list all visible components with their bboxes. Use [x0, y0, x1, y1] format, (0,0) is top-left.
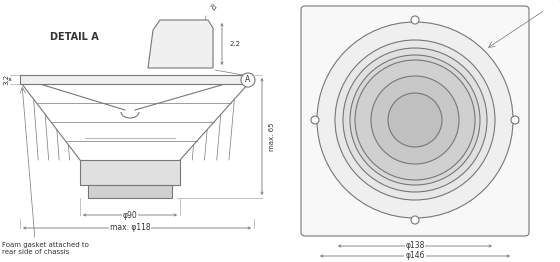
- Text: A: A: [245, 75, 251, 85]
- Text: 2.2: 2.2: [230, 41, 241, 47]
- Circle shape: [311, 116, 319, 124]
- Bar: [20, 75, 250, 84]
- Text: φ146: φ146: [405, 252, 424, 260]
- Text: φ90: φ90: [123, 210, 137, 220]
- Text: 3.2: 3.2: [3, 74, 9, 85]
- Circle shape: [411, 216, 419, 224]
- Circle shape: [411, 16, 419, 24]
- Circle shape: [335, 40, 495, 200]
- Text: 4 x φ4.5: 4 x φ4.5: [547, 0, 560, 8]
- Circle shape: [388, 93, 442, 147]
- Circle shape: [343, 48, 487, 192]
- Circle shape: [350, 55, 480, 185]
- Text: R1: R1: [208, 3, 217, 12]
- Bar: [80, 160, 180, 185]
- Text: DETAIL A: DETAIL A: [50, 32, 99, 42]
- Text: Foam gasket attached to
rear side of chassis: Foam gasket attached to rear side of cha…: [2, 242, 89, 255]
- Circle shape: [355, 60, 475, 180]
- Text: max. φ118: max. φ118: [110, 223, 150, 232]
- Text: φ138: φ138: [405, 242, 424, 250]
- Circle shape: [371, 76, 459, 164]
- Circle shape: [511, 116, 519, 124]
- FancyBboxPatch shape: [301, 6, 529, 236]
- Polygon shape: [148, 20, 213, 68]
- Circle shape: [317, 22, 513, 218]
- Bar: [88, 185, 172, 198]
- Text: max. 65: max. 65: [269, 122, 275, 151]
- Circle shape: [241, 73, 255, 87]
